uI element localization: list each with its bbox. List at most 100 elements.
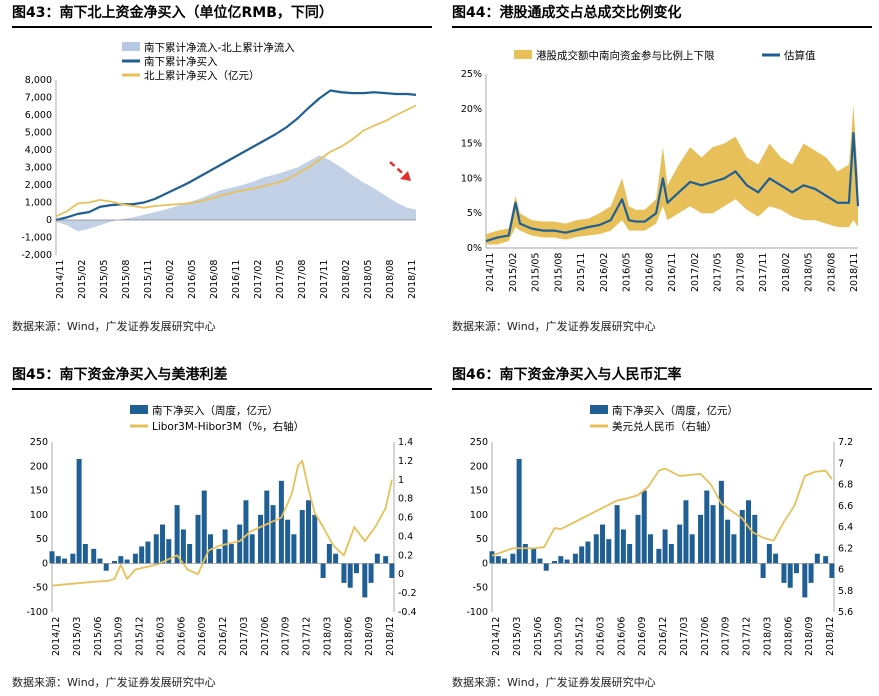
bar	[677, 524, 683, 564]
source-note-46: 数据来源：Wind，广发证券发展研究中心	[452, 676, 656, 689]
bar	[145, 541, 151, 564]
x-tick-label: 2017/09	[721, 617, 732, 656]
y2-tick-label: -0.2	[398, 588, 417, 599]
chart-title-46: 图46：南下资金净买入与人民币汇率	[452, 364, 872, 390]
x-tick-label: 2018/05	[804, 253, 815, 292]
bar	[752, 514, 758, 564]
x-tick-label: 2017/05	[275, 260, 286, 299]
x-tick-label: 2018/11	[849, 253, 860, 292]
y-tick-label: 25%	[461, 69, 482, 80]
chart-title-43: 图43：南下北上资金净买入（单位亿RMB，下同）	[12, 2, 432, 28]
bar	[312, 514, 318, 564]
y-tick-label: 7,000	[25, 93, 52, 104]
bar	[802, 563, 808, 598]
bar	[326, 544, 332, 564]
x-tick-label: 2018/08	[385, 260, 396, 299]
x-tick-label: 2016/12	[658, 617, 669, 656]
y2-tick-label: 0.2	[398, 550, 413, 561]
x-tick-label: 2016/05	[622, 253, 633, 292]
bar	[823, 556, 829, 564]
bar	[593, 534, 599, 564]
y-tick-label: -50	[32, 583, 48, 594]
x-tick-label: 2016/02	[165, 260, 176, 299]
y2-tick-label: 6.6	[838, 501, 853, 512]
bar	[139, 546, 145, 564]
bar	[222, 529, 228, 564]
bar	[689, 534, 695, 564]
legend-label: 港股成交额中南向资金参与比例上下限	[536, 49, 715, 62]
y-tick-label: 6,000	[25, 110, 52, 121]
bar	[389, 563, 395, 578]
legend-label: 南下累计净买入	[144, 55, 218, 68]
legend-label: 北上累计净买入（亿元）	[144, 69, 260, 82]
y-tick-label: 50	[36, 534, 48, 545]
bar	[627, 544, 633, 564]
bar	[620, 529, 626, 564]
x-tick-label: 2017/08	[735, 253, 746, 292]
bar	[647, 534, 653, 564]
bar	[704, 490, 710, 564]
bar	[766, 544, 772, 564]
y-tick-label: -2,000	[21, 250, 52, 261]
bar	[187, 544, 193, 564]
chart-panel-44: 图44：港股通成交占总成交比例变化 0% 5% 10% 15% 20% 25% 2014/1…	[452, 2, 872, 342]
y2-tick-label: 5.8	[838, 586, 853, 597]
bar	[180, 529, 186, 564]
x-tick-label: 2018/06	[343, 617, 354, 656]
y-tick-label: 10%	[461, 173, 482, 184]
bar	[82, 544, 88, 564]
y-tick-label: 1,000	[25, 198, 52, 209]
series-line-1	[51, 459, 393, 587]
bar	[333, 553, 339, 564]
source-note-45: 数据来源：Wind，广发证券发展研究中心	[12, 676, 216, 689]
legend-swatch	[590, 405, 608, 414]
bar	[91, 548, 97, 564]
x-tick-label: 2015/02	[77, 260, 88, 299]
bar	[731, 534, 737, 564]
legend-label: 美元兑人民币（右轴）	[612, 420, 717, 433]
y2-tick-label: 1.2	[398, 456, 413, 467]
bar	[725, 519, 731, 564]
bar	[543, 563, 549, 571]
bar	[793, 563, 799, 574]
series-line-2	[55, 104, 417, 218]
bar	[495, 556, 501, 564]
bar	[153, 534, 159, 564]
bar	[641, 490, 647, 564]
y2-tick-label: 7.2	[838, 437, 853, 448]
bar	[585, 541, 591, 564]
bar	[718, 480, 724, 564]
y2-tick-label: 6.2	[838, 543, 853, 554]
series-line-1	[491, 467, 833, 557]
y2-tick-label: 7	[838, 458, 844, 469]
bar	[564, 559, 570, 564]
x-tick-label: 2017/02	[690, 253, 701, 292]
x-tick-label: 2018/09	[364, 617, 375, 656]
x-tick-label: 2017/05	[713, 253, 724, 292]
y2-tick-label: 6.8	[838, 480, 853, 491]
bar	[662, 529, 668, 564]
bar	[166, 539, 172, 564]
bar	[489, 551, 495, 564]
y2-tick-label: 0.4	[398, 531, 413, 542]
bar	[572, 553, 578, 564]
bar	[374, 553, 380, 564]
bar	[112, 561, 118, 564]
x-tick-label: 2018/12	[385, 617, 396, 656]
series-area-0	[56, 155, 416, 232]
x-tick-label: 2015/02	[508, 253, 519, 292]
chart-panel-45: 图45：南下资金净买入与美港利差 -100 -50 0 50 100 150 200 250-…	[12, 364, 432, 696]
x-tick-label: 2014/12	[51, 617, 62, 656]
source-note-44: 数据来源：Wind，广发证券发展研究中心	[452, 320, 656, 333]
legend-swatch	[130, 405, 148, 414]
legend-label: 估算值	[784, 49, 816, 62]
bar	[516, 459, 522, 564]
bar	[264, 490, 270, 564]
y2-tick-label: 0.6	[398, 513, 413, 524]
x-tick-label: 2015/08	[553, 253, 564, 292]
y2-tick-label: 0.8	[398, 494, 413, 505]
y-tick-label: 200	[470, 461, 488, 472]
x-tick-label: 2016/08	[209, 260, 220, 299]
y-tick-label: 0%	[467, 243, 482, 254]
bar	[773, 553, 779, 564]
